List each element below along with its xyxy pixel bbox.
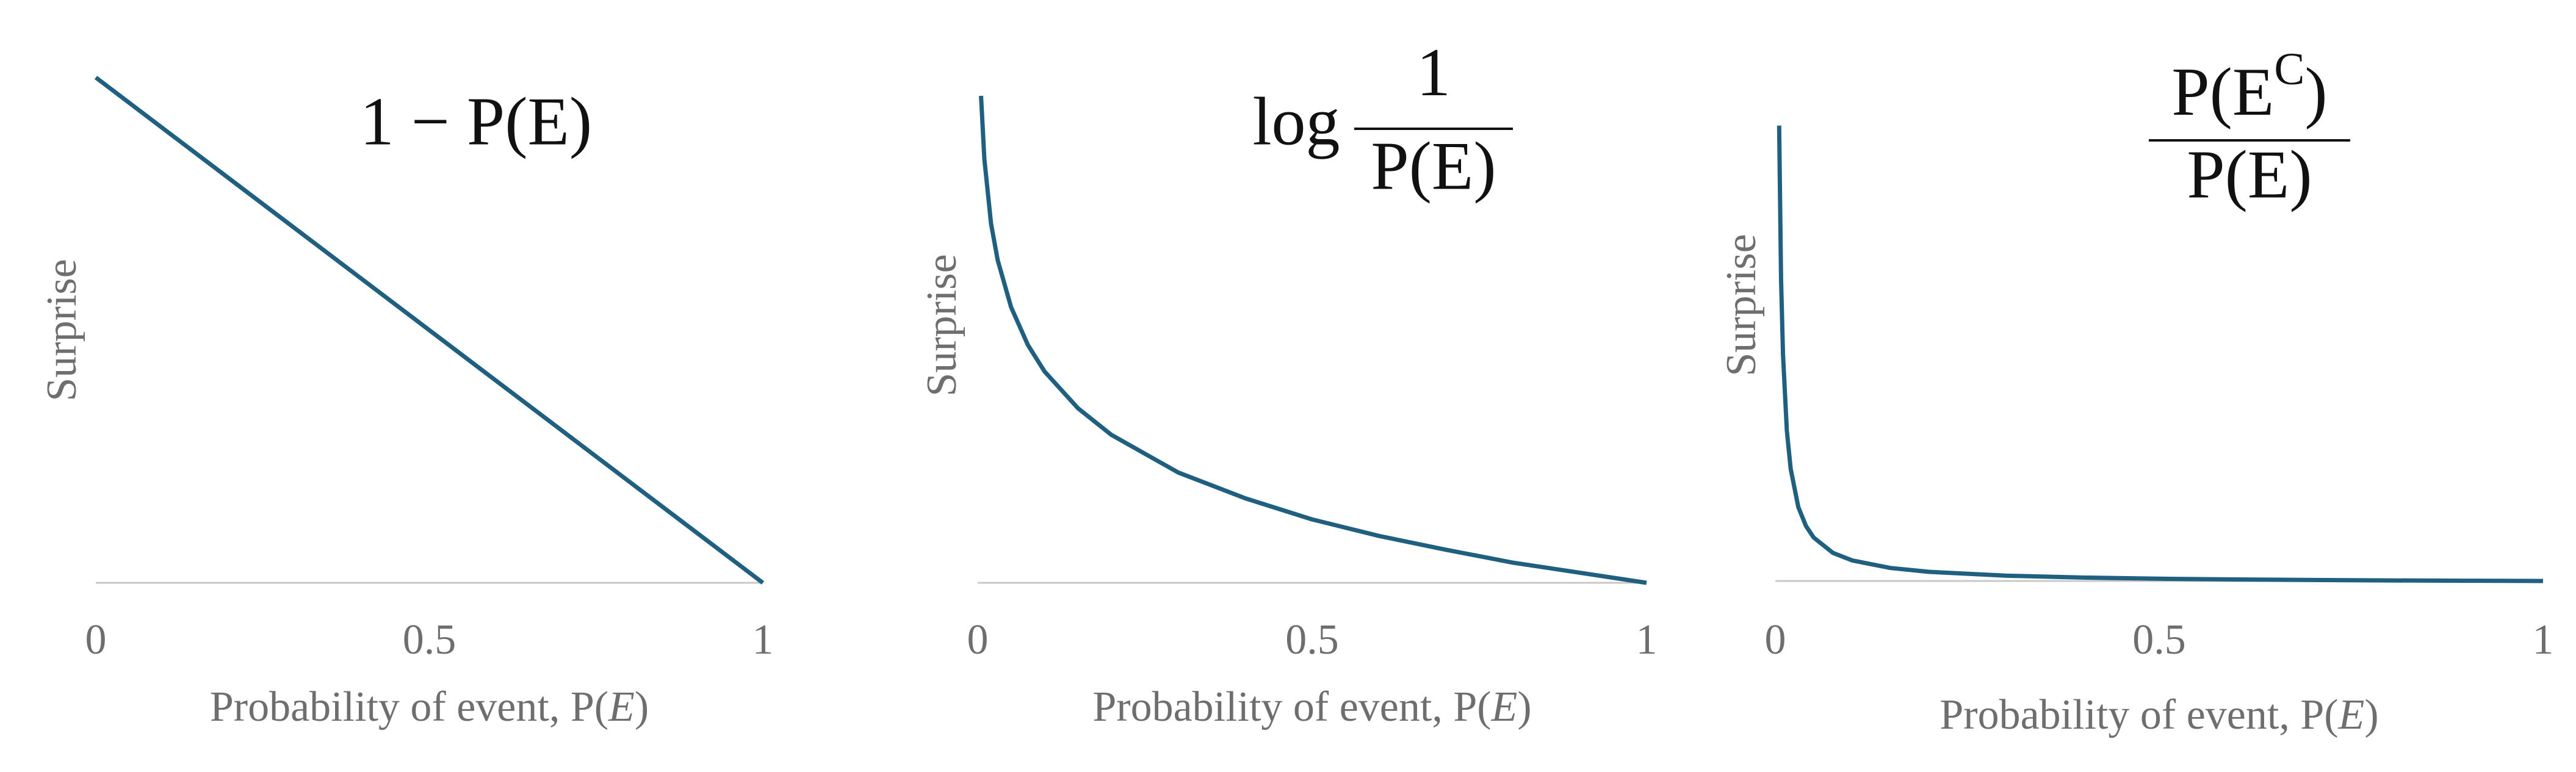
curve bbox=[979, 95, 1647, 585]
x-axis-label: Probability of event, P(E) bbox=[1939, 691, 2378, 738]
x-tick-label: 0 bbox=[85, 616, 107, 663]
title-numerator-part: C bbox=[2274, 44, 2304, 95]
title-numerator-part: P(E bbox=[2171, 54, 2274, 130]
title-denominator: P(E) bbox=[2187, 137, 2312, 213]
x-axis-label-part: E bbox=[1491, 684, 1518, 731]
title-numerator: P(EC) bbox=[2171, 44, 2327, 130]
x-tick-label: 1 bbox=[752, 616, 774, 663]
x-tick-label: 0.5 bbox=[1285, 616, 1339, 663]
x-tick-label: 1 bbox=[1636, 616, 1658, 663]
x-axis-label-part: Probability of event, P( bbox=[1939, 691, 2338, 738]
title-numerator-part: ) bbox=[2304, 54, 2327, 130]
x-axis-label-part: E bbox=[2338, 691, 2365, 738]
x-tick-label: 0.5 bbox=[403, 616, 456, 663]
title-numerator-part: 1 bbox=[1416, 35, 1451, 110]
y-axis-label: Surprise bbox=[38, 259, 85, 401]
x-axis-label-part: E bbox=[608, 684, 635, 731]
curve bbox=[94, 76, 765, 585]
curve bbox=[1777, 125, 2544, 583]
x-axis-label: Probability of event, P(E) bbox=[1092, 684, 1531, 731]
y-axis-label: Surprise bbox=[918, 254, 965, 396]
x-axis-label: Probability of event, P(E) bbox=[210, 684, 649, 731]
x-axis-label-part: ) bbox=[2364, 691, 2378, 738]
x-tick-label: 0.5 bbox=[2132, 616, 2186, 663]
title-denominator: P(E) bbox=[1371, 129, 1496, 204]
x-axis-label-part: Probability of event, P( bbox=[1092, 684, 1491, 731]
x-tick-label: 0 bbox=[1765, 616, 1786, 663]
y-axis-label: Surprise bbox=[1718, 234, 1765, 376]
x-axis-label-part: ) bbox=[635, 684, 649, 731]
chart-title: 1 − P(E) bbox=[360, 84, 592, 160]
title-log: log bbox=[1252, 84, 1340, 160]
x-tick-label: 1 bbox=[2533, 616, 2554, 663]
x-tick-label: 0 bbox=[967, 616, 989, 663]
title-numerator: 1 bbox=[1416, 35, 1451, 110]
x-axis-label-part: ) bbox=[1517, 684, 1531, 731]
x-axis-label-part: Probability of event, P( bbox=[210, 684, 608, 731]
